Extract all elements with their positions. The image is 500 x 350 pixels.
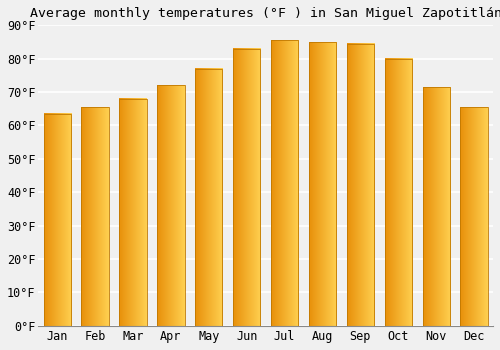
Bar (384, 59, 412, 326)
Bar (309, 42, 336, 326)
Bar (120, 99, 146, 326)
Bar (460, 107, 487, 326)
Bar (422, 87, 450, 326)
Bar (347, 44, 374, 326)
Title: Average monthly temperatures (°F ) in San Miguel Zapotitlán: Average monthly temperatures (°F ) in Sa… (30, 7, 500, 20)
Bar (82, 107, 108, 326)
Bar (271, 40, 298, 326)
Bar (195, 69, 222, 326)
Bar (157, 85, 184, 326)
Bar (44, 114, 71, 326)
Bar (233, 49, 260, 326)
